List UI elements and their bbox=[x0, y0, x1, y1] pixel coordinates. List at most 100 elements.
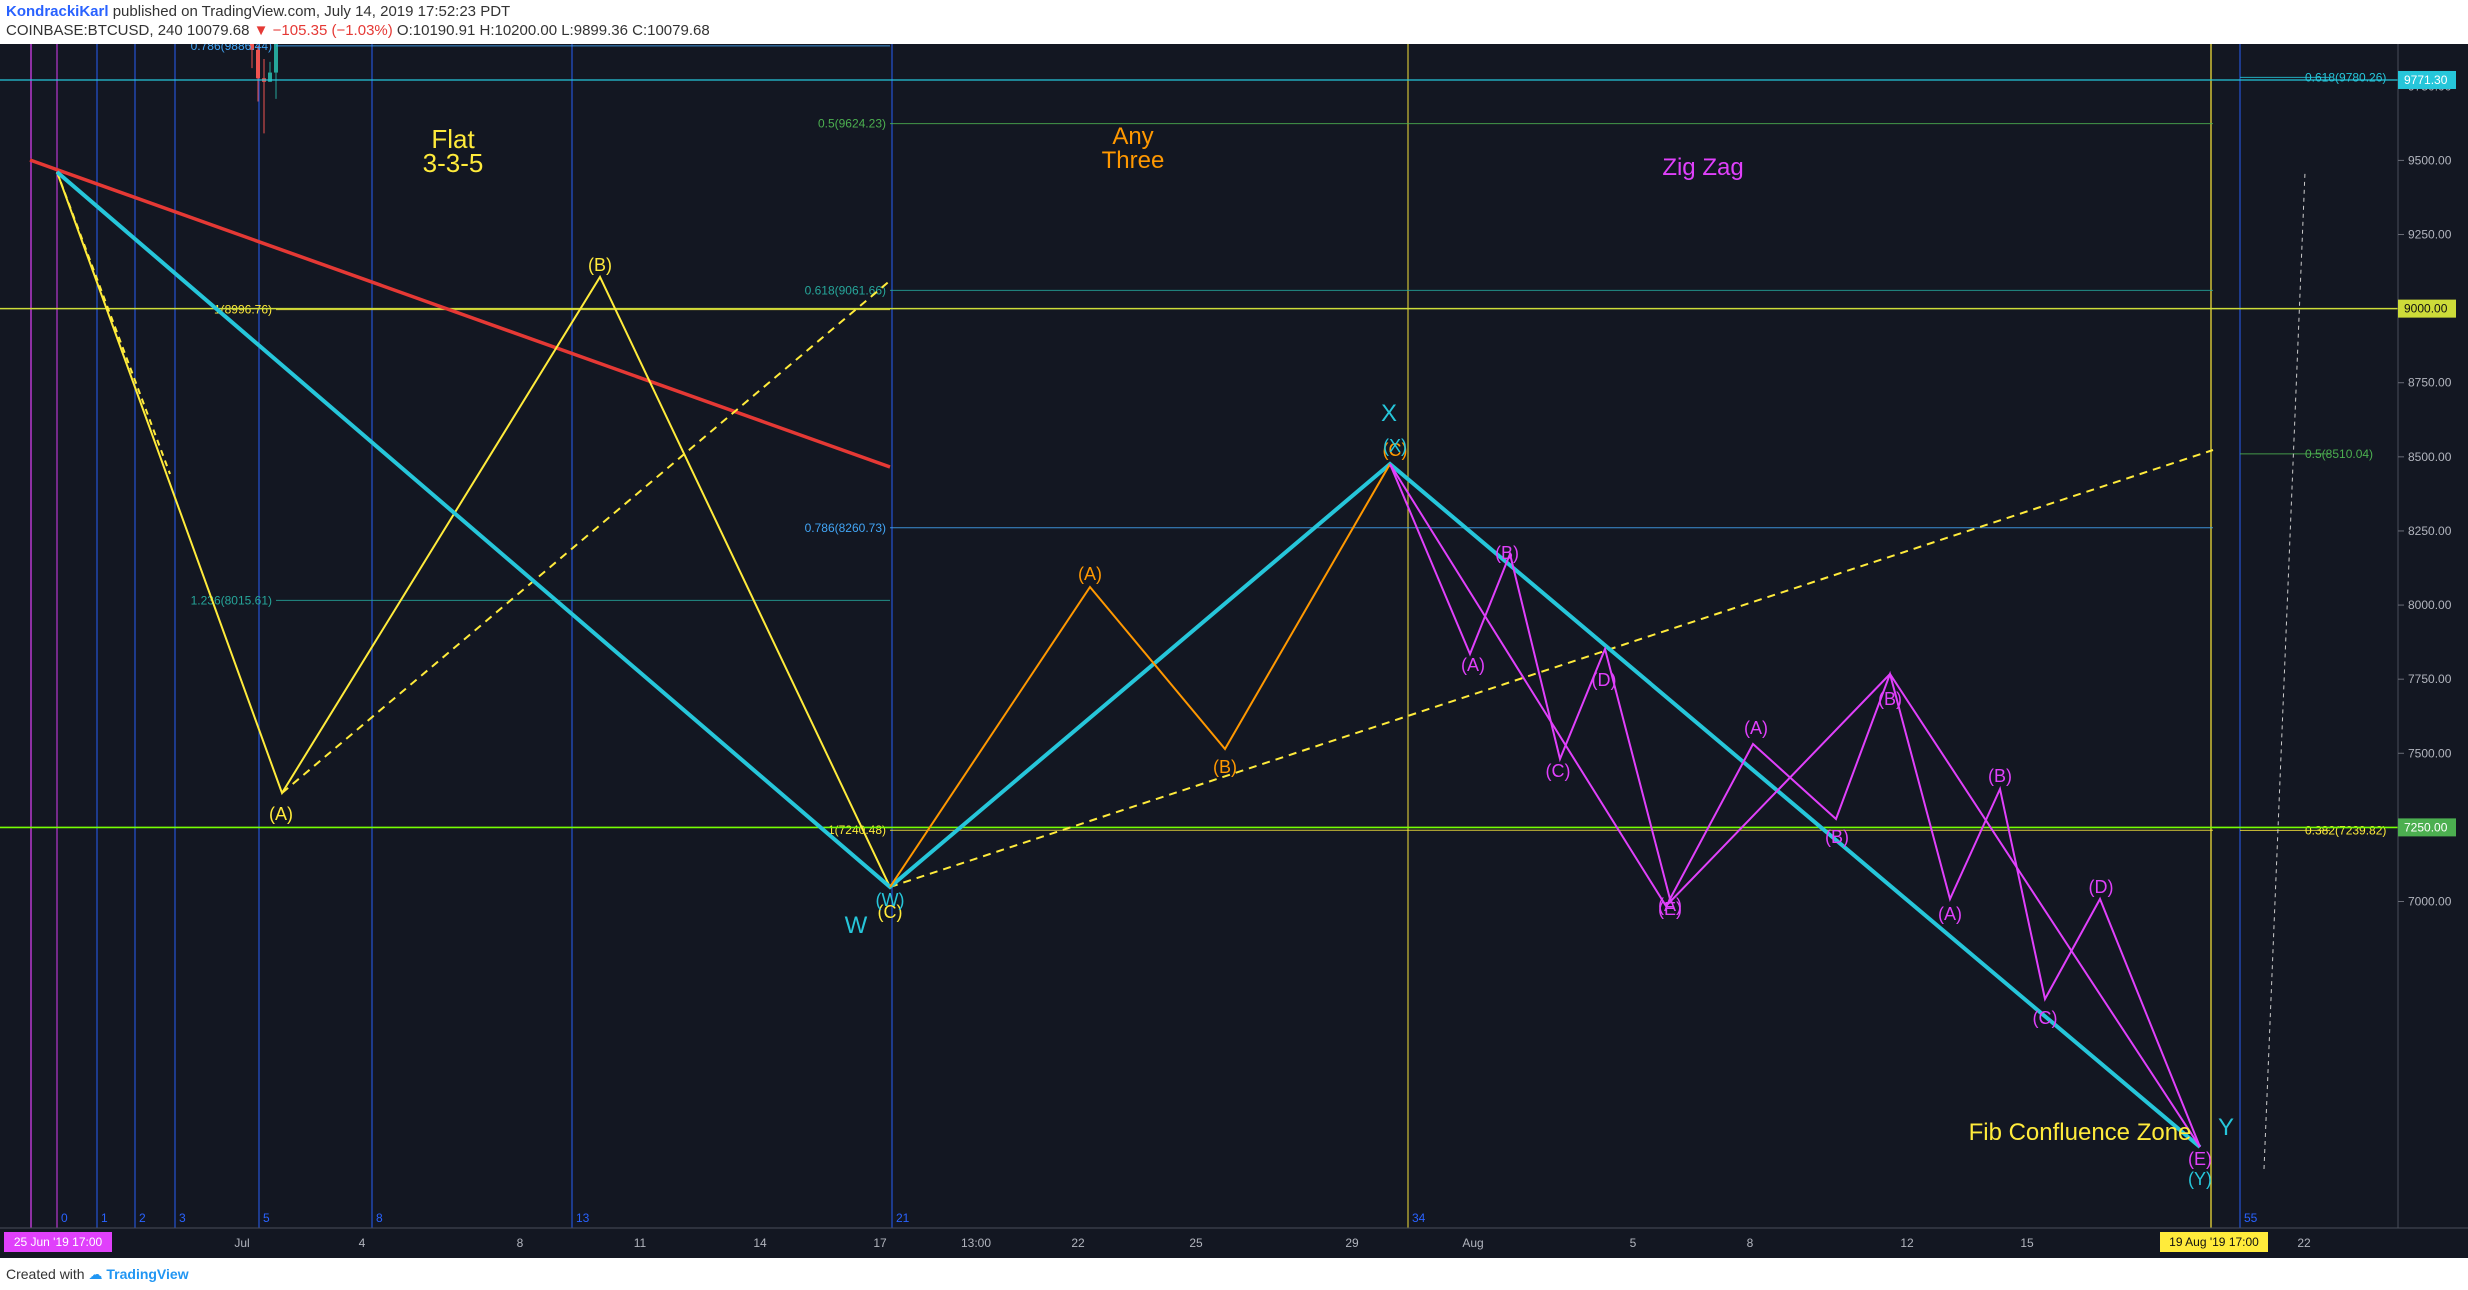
wave-label: (B) bbox=[588, 255, 612, 275]
zigzag-magenta-a bbox=[1389, 463, 2201, 1148]
time-tick-label: 4 bbox=[359, 1236, 366, 1250]
time-tick-label: 22 bbox=[2297, 1236, 2311, 1250]
wave-label: (B) bbox=[1878, 689, 1902, 709]
chart-title: 3-3-5 bbox=[423, 148, 484, 178]
vertical-time-lines: 0 1 2 3 5 8 13 21 34 55 bbox=[30, 44, 2258, 1228]
wave-label: (E) bbox=[1658, 899, 1682, 919]
price-badge bbox=[2398, 299, 2456, 318]
price-badge-label: 7250.00 bbox=[2404, 820, 2448, 834]
price-axis[interactable]: 14500.0014250.0014000.0013750.0013500.00… bbox=[2397, 44, 2468, 1228]
symbol-line: COINBASE:BTCUSD, 240 10079.68 ▼ −105.35 … bbox=[6, 22, 710, 39]
time-tick-label: Jul bbox=[234, 1236, 249, 1250]
wave-label: (B) bbox=[1495, 543, 1519, 563]
bar-number-label: 2 bbox=[139, 1211, 146, 1225]
price-badge bbox=[2398, 818, 2456, 837]
wave-label: (B) bbox=[1213, 757, 1237, 777]
wave-label: (B) bbox=[1988, 766, 2012, 786]
start-date-badge bbox=[4, 1232, 112, 1252]
candle-body bbox=[268, 72, 272, 82]
wave-label: (A) bbox=[1461, 655, 1485, 675]
price-tick-label: 7000.00 bbox=[2408, 895, 2452, 909]
wave-label: (A) bbox=[269, 804, 293, 824]
price-tick-label: 7500.00 bbox=[2408, 746, 2452, 760]
candle-body bbox=[250, 44, 254, 50]
flat-channel-dashed bbox=[281, 278, 893, 794]
time-tick-label: 5 bbox=[1630, 1236, 1637, 1250]
time-tick-label: 15 bbox=[2020, 1236, 2034, 1250]
fib-first-label: 1(8996.76) bbox=[214, 303, 272, 317]
wave-label: (E) bbox=[2188, 1149, 2212, 1169]
fib-first-label: 1.236(8015.61) bbox=[191, 593, 272, 607]
fib-second-label: 0.5(9624.23) bbox=[818, 117, 886, 131]
candle-body bbox=[274, 44, 278, 73]
time-tick-label: 11 bbox=[634, 1236, 647, 1250]
price-tick-label: 8750.00 bbox=[2408, 376, 2452, 390]
bar-number-label: 3 bbox=[179, 1211, 186, 1225]
time-tick-label: 29 bbox=[1345, 1236, 1359, 1250]
chart-title: Any bbox=[1112, 123, 1153, 150]
bar-number-label: 0 bbox=[61, 1211, 68, 1225]
chart-title: Flat bbox=[431, 124, 475, 154]
wxy-cyan-lines bbox=[55, 170, 2202, 1149]
fib-second-label: 0.618(9061.66) bbox=[805, 283, 886, 297]
chart-footer: Created with ☁ TradingView bbox=[0, 1258, 2468, 1290]
wave-label: (C) bbox=[1546, 761, 1571, 781]
last-price: 10079.68 bbox=[186, 22, 250, 39]
price-tick-label: 8000.00 bbox=[2408, 598, 2452, 612]
bar-number-label: 21 bbox=[896, 1211, 910, 1225]
end-date-label: 19 Aug '19 17:00 bbox=[2169, 1235, 2259, 1249]
wave-label: W bbox=[845, 912, 868, 939]
wave-label: (W) bbox=[876, 890, 905, 910]
fibonacci-retracements: 0(13154.17)0.236(12173.02)0.382(11566.04… bbox=[191, 44, 2387, 837]
fib-second-label: 1(7240.48) bbox=[828, 823, 886, 837]
end-date-badge bbox=[2160, 1232, 2268, 1252]
price-tick-label: 7750.00 bbox=[2408, 672, 2452, 686]
price-tick-label: 8500.00 bbox=[2408, 450, 2452, 464]
time-tick-label: 25 bbox=[1189, 1236, 1203, 1250]
bar-number-label: 55 bbox=[2244, 1211, 2258, 1225]
wave-label: Y bbox=[2218, 1114, 2234, 1141]
wave-label: (A) bbox=[1744, 718, 1768, 738]
chart-background bbox=[0, 44, 2468, 1258]
price-axis-bg bbox=[2398, 44, 2468, 1228]
bar-number-label: 1 bbox=[101, 1211, 108, 1225]
bar-number-label: 5 bbox=[263, 1211, 270, 1225]
created-with: Created with ☁ TradingView bbox=[6, 1266, 189, 1283]
symbol-name: COINBASE:BTCUSD, 240 bbox=[6, 22, 183, 39]
price-tick-label: 8250.00 bbox=[2408, 524, 2452, 538]
price-badge-label: 9771.30 bbox=[2404, 73, 2448, 87]
fib-right-label: 0.618(9780.26) bbox=[2305, 70, 2386, 84]
price-change: ▼ −105.35 (−1.03%) bbox=[253, 22, 393, 39]
wave-label: (X) bbox=[1383, 436, 1407, 456]
fib-second-label: 0.786(8260.73) bbox=[805, 521, 886, 535]
flat-wave-lines bbox=[56, 171, 891, 888]
time-tick-label: Aug bbox=[1462, 1236, 1483, 1250]
trend-lines bbox=[0, 79, 2398, 1170]
wave-label: (D) bbox=[2089, 877, 2114, 897]
candle-body bbox=[256, 49, 260, 79]
wave-label: (C) bbox=[2033, 1008, 2058, 1028]
time-tick-label: 13:00 bbox=[961, 1236, 991, 1250]
chart-title: Zig Zag bbox=[1662, 154, 1743, 181]
wave-label: (D) bbox=[1592, 670, 1617, 690]
tradingview-brand[interactable]: TradingView bbox=[106, 1266, 189, 1282]
fib-right-label: 0.382(7239.82) bbox=[2305, 823, 2386, 837]
time-tick-label: 17 bbox=[873, 1236, 887, 1250]
wave-label: (A) bbox=[1938, 904, 1962, 924]
price-tick-label: 9500.00 bbox=[2408, 153, 2452, 167]
time-tick-label: 8 bbox=[1747, 1236, 1754, 1250]
price-badge-label: 9000.00 bbox=[2404, 302, 2448, 316]
bar-number-label: 13 bbox=[576, 1211, 590, 1225]
publish-info: published on TradingView.com, July 14, 2… bbox=[112, 3, 511, 20]
time-tick-label: 12 bbox=[1900, 1236, 1914, 1250]
chart-header: KondrackiKarl published on TradingView.c… bbox=[0, 0, 2468, 44]
tradingview-logo-icon: ☁ bbox=[88, 1266, 103, 1282]
wave-label: (Y) bbox=[2188, 1169, 2212, 1189]
any-three-orange bbox=[889, 463, 1391, 888]
author-link[interactable]: KondrackiKarl bbox=[6, 3, 109, 20]
ohlc-values: O:10190.91 H:10200.00 L:9899.36 C:10079.… bbox=[396, 22, 710, 39]
fib-first-label: 0.786(9886.44) bbox=[191, 44, 272, 53]
